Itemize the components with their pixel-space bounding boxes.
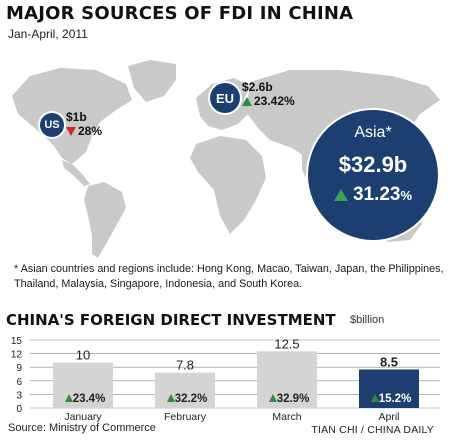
map-central-america [62, 160, 90, 186]
map-africa [190, 136, 266, 234]
up-arrow-icon [242, 96, 252, 106]
y-tick-label: 15 [11, 336, 23, 347]
asia-region-label: Asia* [354, 124, 392, 141]
y-tick-label: 0 [16, 404, 22, 415]
bar-value-label: 12.5 [274, 336, 299, 351]
eu-badge: EU [210, 83, 240, 113]
y-tick-label: 3 [16, 390, 22, 401]
eu-badge-label: EU [215, 90, 235, 106]
us-change-value: 28% [78, 124, 103, 138]
asia-amount: $32.9b [338, 152, 408, 177]
y-tick-label: 12 [11, 350, 23, 361]
bar-value-label: 8.5 [380, 354, 398, 369]
eu-change-value: 23.42% [254, 94, 295, 108]
asia-footnote: * Asian countries and regions include: H… [14, 263, 444, 290]
fdi-bar-chart: 15 12 9 6 3 0 10 23.4% January 7.8 32.2% February 12… [11, 336, 440, 422]
bar [155, 372, 215, 408]
chart-unit: $billion [350, 314, 385, 326]
bar [53, 362, 113, 408]
us-callout: $1b 28% [66, 110, 102, 138]
up-arrow-icon [65, 394, 73, 402]
chart-title: CHINA'S FOREIGN DIRECT INVESTMENT [6, 311, 336, 329]
up-arrow-icon [333, 189, 348, 201]
bar [359, 369, 419, 408]
eu-callout: $2.6b 23.42% [242, 80, 295, 108]
y-tick-label: 9 [16, 363, 22, 374]
map-south-america [84, 182, 126, 258]
x-tick-label: February [164, 411, 207, 422]
bar-value-label: 10 [76, 348, 90, 363]
us-badge: US [40, 113, 64, 137]
bar-value-label: 7.8 [176, 358, 194, 373]
up-arrow-icon [371, 394, 379, 402]
asia-change-value: 31.23 [352, 184, 401, 205]
up-arrow-icon [167, 394, 175, 402]
growth-label: 32.9% [277, 393, 310, 405]
credit-line: TIAN CHI / CHINA DAILY [311, 424, 434, 436]
map-north-america [12, 68, 132, 164]
up-arrow-icon [269, 394, 277, 402]
y-tick-label: 6 [16, 377, 22, 388]
asia-circle: Asia* $32.9b 31.23% [308, 110, 438, 240]
asia-change-unit: % [400, 188, 413, 203]
map-greenland [128, 60, 176, 102]
us-badge-label: US [44, 119, 60, 131]
infographic-title: MAJOR SOURCES OF FDI IN CHINA [6, 3, 354, 24]
asia-change: 31.23% [308, 184, 438, 206]
us-change: 28% [66, 124, 102, 138]
us-amount: $1b [66, 110, 87, 124]
bar [257, 351, 317, 408]
x-tick-label: January [64, 411, 102, 422]
eu-change: 23.42% [242, 94, 295, 108]
eu-amount: $2.6b [242, 80, 273, 94]
growth-label: 23.4% [73, 393, 106, 405]
x-tick-label: April [378, 411, 399, 422]
growth-label: 32.2% [175, 393, 208, 405]
down-arrow-icon [66, 126, 76, 136]
growth-label: 15.2% [379, 393, 412, 405]
x-tick-label: March [272, 411, 301, 422]
source-note: Source: Ministry of Commerce [8, 422, 156, 434]
infographic-subtitle: Jan-April, 2011 [8, 27, 88, 41]
